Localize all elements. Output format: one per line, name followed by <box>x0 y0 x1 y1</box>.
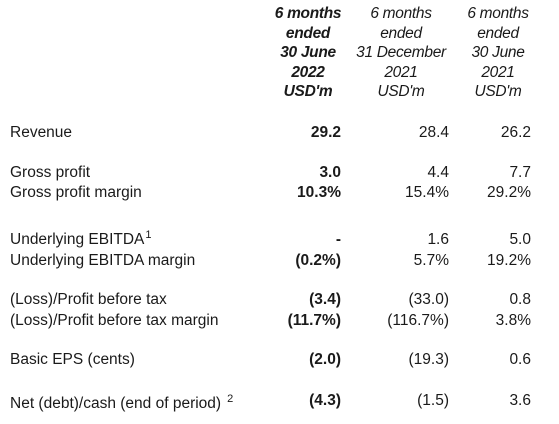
row-label: Basic EPS (cents) <box>10 349 135 371</box>
value-h1-2022: 29.2 <box>310 124 341 141</box>
value-h2-2021: 4.4 <box>427 164 449 181</box>
column-header-h2-2021: 6 months ended 31 December 2021 USD'm <box>350 4 452 102</box>
value-h1-2022: (4.3) <box>309 392 341 409</box>
header-line: 6 months <box>274 5 342 22</box>
header-line: USD'm <box>377 83 425 100</box>
row-profit-before-tax: (Loss)/Profit before tax (3.4) (33.0) 0.… <box>0 289 559 311</box>
row-profit-before-tax-margin: (Loss)/Profit before tax margin (11.7%) … <box>0 310 559 332</box>
value-h1-2021: 0.6 <box>509 351 531 368</box>
row-net-debt-cash: Net (debt)/cash (end of period) 2 (4.3) (… <box>0 392 559 416</box>
value-h2-2021: 5.7% <box>413 252 449 269</box>
row-label: Gross profit <box>10 162 90 184</box>
value-h1-2021: 0.8 <box>509 291 531 308</box>
value-h1-2022: (0.2%) <box>295 252 341 269</box>
row-label-text: Net (debt)/cash (end of period) <box>10 395 222 412</box>
row-basic-eps: Basic EPS (cents) (2.0) (19.3) 0.6 <box>0 349 559 371</box>
value-h1-2022: 3.0 <box>319 164 341 181</box>
value-h1-2021: 7.7 <box>509 164 531 181</box>
row-underlying-ebitda-margin: Underlying EBITDA margin (0.2%) 5.7% 19.… <box>0 250 559 272</box>
value-h1-2021: 29.2% <box>487 184 531 201</box>
row-label: Underlying EBITDA margin <box>10 250 195 272</box>
header-line: 6 months <box>467 5 529 22</box>
row-label-text: Revenue <box>10 124 73 141</box>
header-line: 30 June <box>280 44 336 61</box>
row-label-text: Underlying EBITDA margin <box>10 252 196 269</box>
header-line: 30 June <box>471 44 525 61</box>
value-h1-2021: 3.6 <box>509 392 531 409</box>
column-header-h1-2022: 6 months ended 30 June 2022 USD'm <box>268 4 348 102</box>
header-line: USD'm <box>474 83 522 100</box>
row-label: Revenue <box>10 122 72 144</box>
value-h1-2021: 26.2 <box>500 124 531 141</box>
column-header-h1-2021: 6 months ended 30 June 2021 USD'm <box>456 4 540 102</box>
value-h1-2022: (3.4) <box>309 291 341 308</box>
header-line: USD'm <box>283 83 333 100</box>
row-gross-profit: Gross profit 3.0 4.4 7.7 <box>0 162 559 184</box>
header-line: ended <box>477 24 519 42</box>
value-h1-2022: (2.0) <box>309 351 341 368</box>
row-label: (Loss)/Profit before tax <box>10 289 167 311</box>
header-line: 2021 <box>481 63 515 81</box>
value-h2-2021: 28.4 <box>418 124 449 141</box>
value-h2-2021: (19.3) <box>408 351 450 368</box>
row-label-text: Underlying EBITDA <box>10 231 145 248</box>
row-label-text: (Loss)/Profit before tax <box>10 291 167 308</box>
row-label: Gross profit margin <box>10 182 142 204</box>
value-h1-2021: 5.0 <box>509 231 531 248</box>
value-h2-2021: (33.0) <box>408 291 450 308</box>
row-label-text: (Loss)/Profit before tax margin <box>10 312 219 329</box>
row-revenue: Revenue 29.2 28.4 26.2 <box>0 122 559 144</box>
row-gross-profit-margin: Gross profit margin 10.3% 15.4% 29.2% <box>0 182 559 204</box>
row-label: Underlying EBITDA1 <box>10 229 152 252</box>
value-h1-2022: - <box>335 231 341 248</box>
header-line: 2022 <box>291 63 325 81</box>
header-line: 6 months <box>370 5 432 22</box>
value-h2-2021: 1.6 <box>427 231 449 248</box>
value-h2-2021: (116.7%) <box>387 312 449 329</box>
value-h2-2021: 15.4% <box>405 184 449 201</box>
header-line: 2021 <box>384 63 418 81</box>
footnote-marker: 2 <box>227 393 234 405</box>
value-h1-2022: (11.7%) <box>287 312 341 329</box>
row-label: (Loss)/Profit before tax margin <box>10 310 218 332</box>
value-h1-2021: 3.8% <box>495 312 531 329</box>
value-h1-2022: 10.3% <box>297 184 341 201</box>
header-line: 31 December <box>356 44 446 61</box>
footnote-marker: 1 <box>145 229 152 241</box>
row-label-text: Basic EPS (cents) <box>10 351 135 368</box>
header-line: ended <box>380 24 422 42</box>
value-h1-2021: 19.2% <box>487 252 531 269</box>
header-line: ended <box>285 24 331 42</box>
value-h2-2021: (1.5) <box>417 392 449 409</box>
row-underlying-ebitda: Underlying EBITDA1 - 1.6 5.0 <box>0 229 559 251</box>
row-label-text: Gross profit <box>10 164 91 181</box>
row-label-text: Gross profit margin <box>10 184 142 201</box>
row-label: Net (debt)/cash (end of period) 2 <box>10 393 233 416</box>
